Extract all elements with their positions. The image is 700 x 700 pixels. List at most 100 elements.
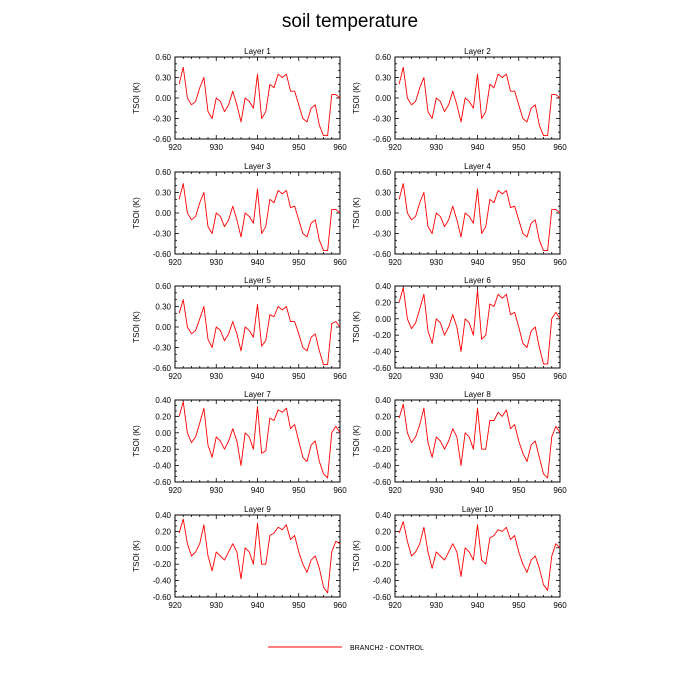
x-tick-label: 960 [553, 143, 567, 152]
y-axis-label: TSOI (K) [352, 197, 361, 229]
y-tick-label: -0.60 [153, 478, 172, 487]
y-tick-label: 0.00 [375, 429, 391, 438]
y-tick-label: -0.60 [373, 135, 392, 144]
y-axis-label: TSOI (K) [352, 82, 361, 114]
y-tick-label: -0.60 [373, 478, 392, 487]
panel-7: Layer 7 920 930 940 950 960 0.40 0.20 0.00 -0.20 -… [132, 390, 347, 495]
x-tick-label: 950 [512, 601, 526, 610]
y-tick-label: -0.20 [373, 560, 392, 569]
panel-8: Layer 8 920 930 940 950 960 0.40 0.20 0.00 -0.20 -… [352, 390, 567, 495]
x-tick-label: 920 [168, 372, 182, 381]
y-tick-label: 0.20 [375, 298, 391, 307]
series-line [398, 287, 561, 365]
panel-6: Layer 6 920 930 940 950 960 0.40 0.20 0.00 -0.20 -… [352, 276, 567, 381]
y-tick-label: -0.40 [153, 462, 172, 471]
y-tick-label: -0.20 [153, 560, 172, 569]
panel-2: Layer 2 920 930 940 950 960 0.60 0.30 0.00 -0.30 -… [352, 47, 567, 152]
x-tick-label: 920 [388, 372, 402, 381]
x-tick-label: 920 [168, 143, 182, 152]
y-tick-label: 0.40 [375, 396, 391, 405]
x-tick-label: 960 [333, 372, 347, 381]
series-line [398, 403, 561, 479]
panel-10: Layer 10 920 930 940 950 960 0.40 0.20 0.00 -0.20… [352, 505, 567, 610]
series-line [398, 66, 561, 137]
series-line [398, 521, 561, 591]
x-tick-label: 960 [553, 601, 567, 610]
y-tick-label: 0.60 [155, 168, 171, 177]
y-tick-label: -0.30 [153, 115, 172, 124]
y-tick-label: 0.30 [155, 74, 171, 83]
x-tick-label: 950 [292, 601, 306, 610]
x-tick-label: 960 [553, 486, 567, 495]
series-line [398, 183, 561, 252]
y-tick-label: 0.30 [155, 189, 171, 198]
y-tick-label: 0.40 [155, 396, 171, 405]
x-tick-label: 920 [388, 143, 402, 152]
plot-frame [174, 285, 341, 369]
y-tick-label: -0.60 [153, 593, 172, 602]
x-tick-label: 940 [251, 486, 265, 495]
y-tick-label: 0.00 [375, 544, 391, 553]
panel-title: Layer 10 [462, 505, 494, 514]
y-axis-label: TSOI (K) [132, 82, 141, 114]
y-axis-label: TSOI (K) [132, 311, 141, 343]
y-tick-label: 0.00 [375, 94, 391, 103]
x-tick-label: 930 [430, 258, 444, 267]
y-tick-label: -0.40 [373, 462, 392, 471]
x-tick-label: 960 [333, 258, 347, 267]
y-tick-label: 0.60 [375, 168, 391, 177]
x-tick-label: 950 [512, 143, 526, 152]
legend: BRANCH2 - CONTROL [268, 645, 424, 652]
x-tick-label: 930 [430, 143, 444, 152]
x-tick-label: 930 [210, 258, 224, 267]
x-tick-label: 930 [210, 143, 224, 152]
x-tick-label: 930 [210, 601, 224, 610]
y-tick-label: -0.60 [153, 364, 172, 373]
panel-title: Layer 4 [464, 162, 491, 171]
y-tick-label: 0.20 [375, 412, 391, 421]
y-tick-label: -0.30 [153, 344, 172, 353]
y-tick-label: 0.20 [155, 412, 171, 421]
plot-frame [174, 171, 341, 255]
y-tick-label: 0.20 [375, 527, 391, 536]
x-tick-label: 920 [168, 601, 182, 610]
series-line [178, 401, 341, 479]
x-tick-label: 950 [292, 143, 306, 152]
x-tick-label: 960 [333, 143, 347, 152]
y-tick-label: -0.20 [373, 445, 392, 454]
y-tick-label: -0.20 [153, 445, 172, 454]
panel-3: Layer 3 920 930 940 950 960 0.60 0.30 0.00 -0.30 -… [132, 162, 347, 267]
y-tick-label: 0.00 [155, 94, 171, 103]
x-tick-label: 940 [471, 486, 485, 495]
x-tick-label: 920 [168, 486, 182, 495]
plot-frame [394, 171, 561, 255]
panel-9: Layer 9 920 930 940 950 960 0.40 0.20 0.00 -0.20 -… [132, 505, 347, 610]
y-tick-label: 0.00 [155, 209, 171, 218]
y-tick-label: 0.30 [375, 74, 391, 83]
y-tick-label: 0.20 [155, 527, 171, 536]
y-tick-label: 0.00 [375, 209, 391, 218]
plot-frame [174, 56, 341, 140]
panel-title: Layer 5 [244, 276, 271, 285]
x-tick-label: 960 [553, 258, 567, 267]
x-tick-label: 950 [512, 258, 526, 267]
x-tick-label: 950 [292, 372, 306, 381]
x-tick-label: 950 [292, 258, 306, 267]
x-tick-label: 930 [210, 486, 224, 495]
y-tick-label: -0.40 [373, 577, 392, 586]
panel-title: Layer 2 [464, 47, 491, 56]
x-tick-label: 920 [388, 258, 402, 267]
y-axis-label: TSOI (K) [352, 311, 361, 343]
x-tick-label: 920 [388, 601, 402, 610]
x-tick-label: 940 [251, 372, 265, 381]
x-tick-label: 930 [430, 601, 444, 610]
y-tick-label: -0.60 [153, 250, 172, 259]
x-tick-label: 960 [553, 372, 567, 381]
y-tick-label: -0.40 [373, 348, 392, 357]
x-tick-label: 960 [333, 486, 347, 495]
y-tick-label: 0.40 [375, 511, 391, 520]
y-tick-label: -0.20 [373, 331, 392, 340]
y-tick-label: 0.00 [155, 429, 171, 438]
y-tick-label: -0.60 [373, 593, 392, 602]
